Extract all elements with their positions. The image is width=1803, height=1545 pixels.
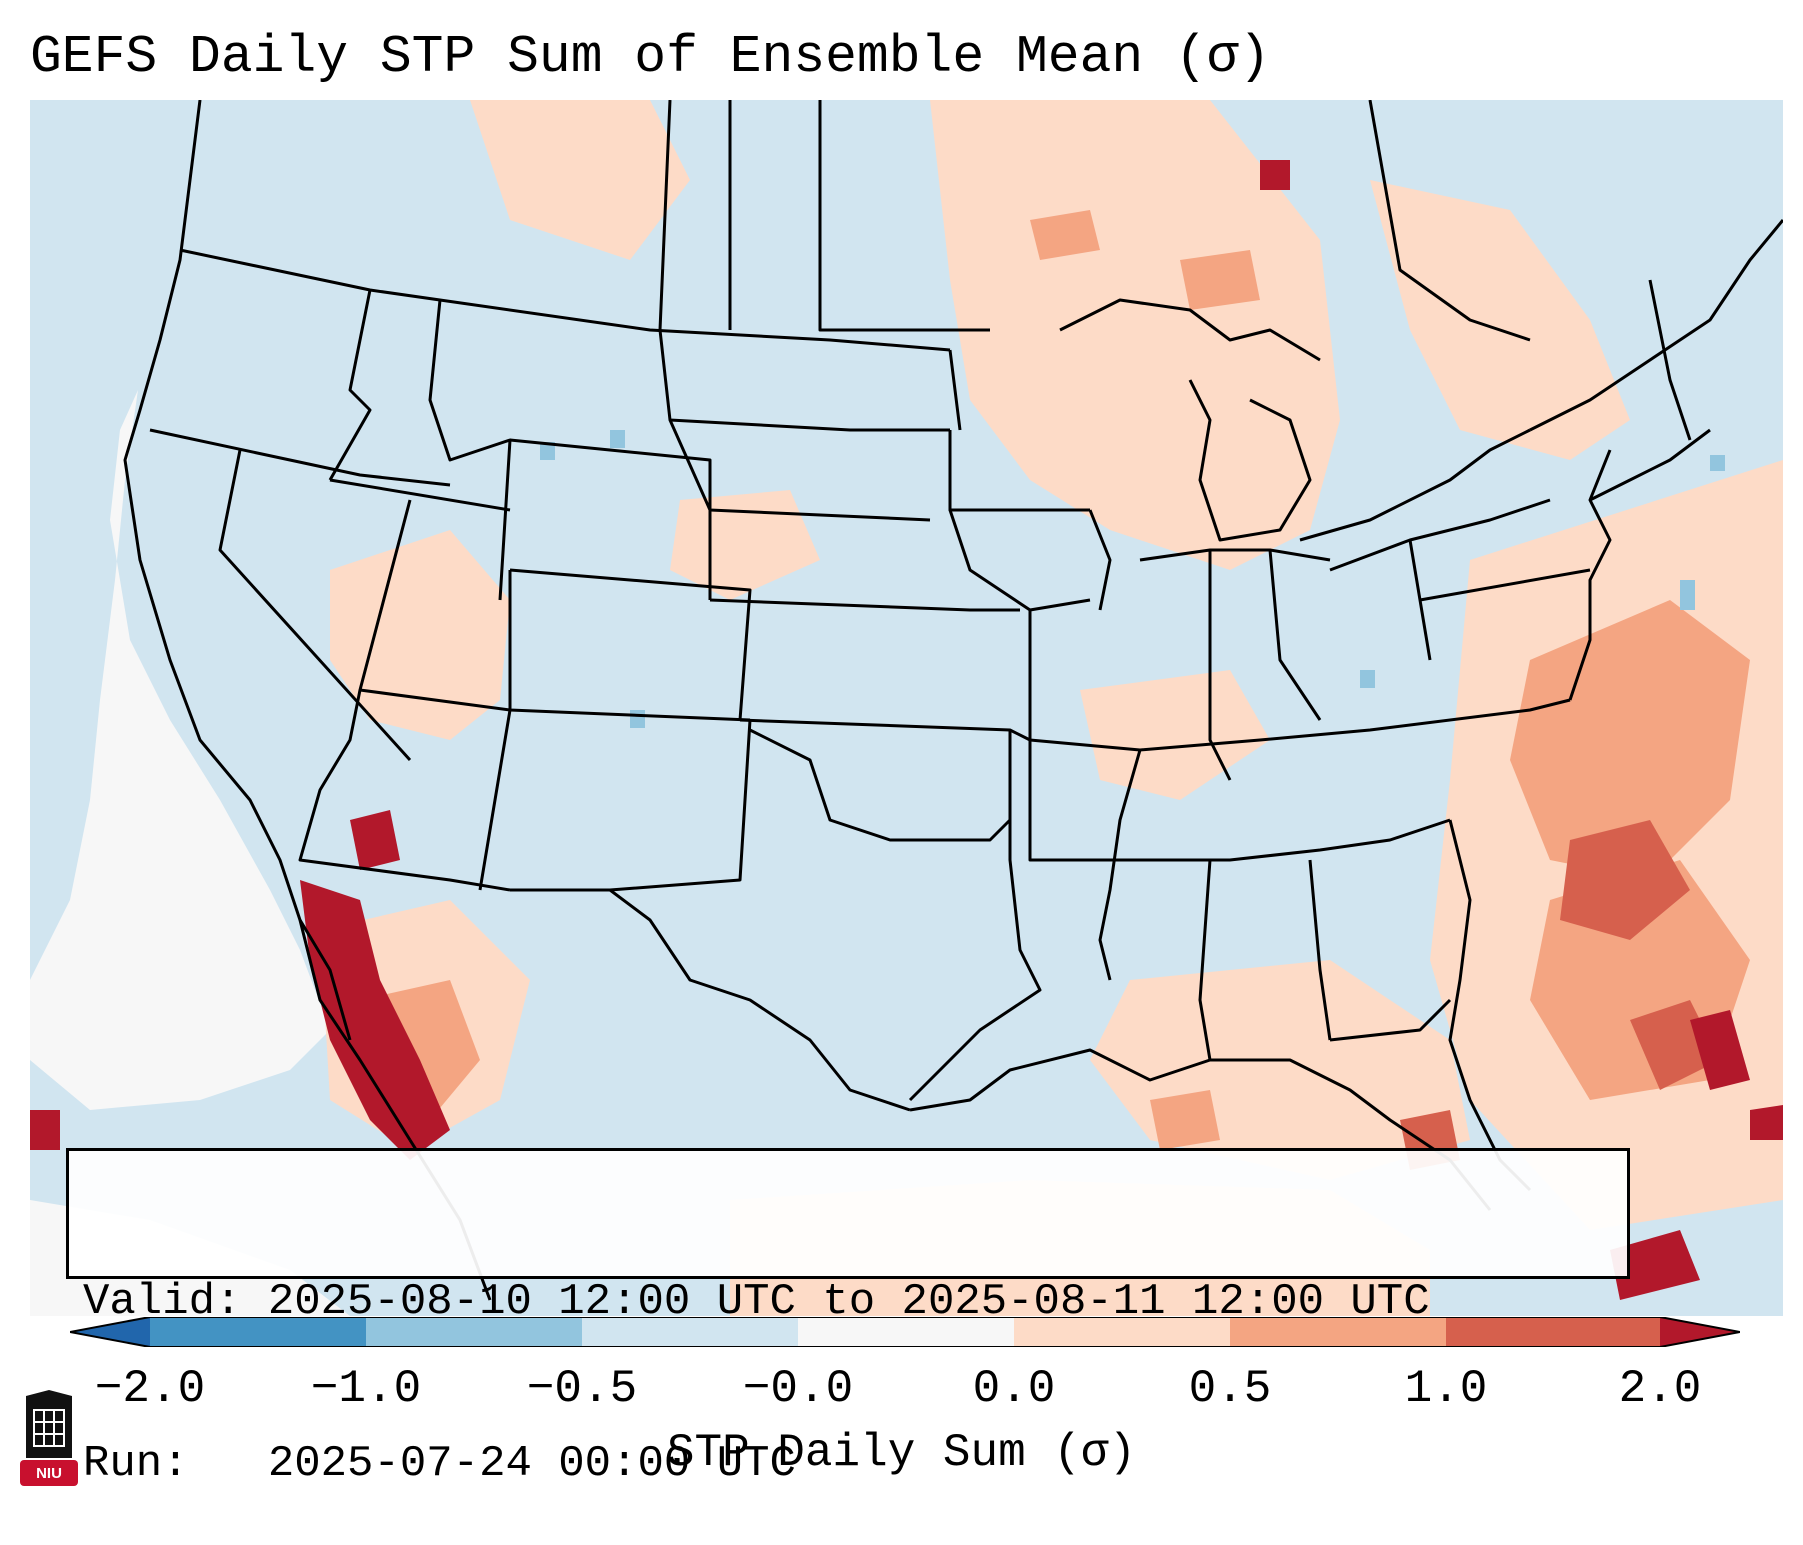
colorbar-bin-1 (150, 1317, 366, 1347)
map-panel[interactable] (30, 100, 1783, 1316)
colorbar-bin-7 (1446, 1317, 1660, 1347)
map-canvas[interactable] (30, 100, 1783, 1316)
extreme-positive-anomalies (30, 160, 1783, 1300)
niu-logo-icon: NIU (20, 1388, 78, 1486)
colorbar-tick-label: −0.0 (742, 1363, 854, 1415)
colorbar-tick-label: 0.0 (972, 1363, 1056, 1415)
colorbar-bin-5 (1014, 1317, 1230, 1347)
colorbar-bin-2 (366, 1317, 582, 1347)
colorbar (69, 1316, 1741, 1348)
page-title: GEFS Daily STP Sum of Ensemble Mean (σ) (30, 27, 1271, 87)
colorbar-tick-label: 1.0 (1404, 1363, 1488, 1415)
weak-negative-anomalies (540, 430, 1725, 728)
colorbar-tick-label: −1.0 (310, 1363, 422, 1415)
colorbar-tick-label: −2.0 (94, 1363, 206, 1415)
colorbar-bin-6 (1230, 1317, 1446, 1347)
logo-text: NIU (36, 1465, 62, 1482)
colorbar-graphic (69, 1316, 1741, 1348)
colorbar-bin-4 (798, 1317, 1014, 1347)
colorbar-extend-high (1660, 1317, 1740, 1347)
colorbar-tick-label: 0.5 (1188, 1363, 1272, 1415)
run-time-text: Run: 2025-07-24 00:00 UTC (83, 1439, 796, 1489)
niu-logo-graphic (20, 1390, 78, 1486)
colorbar-tick-label: −0.5 (526, 1363, 638, 1415)
colorbar-tick-label: 2.0 (1618, 1363, 1702, 1415)
state-boundaries (123, 100, 1783, 1301)
colorbar-bin-3 (582, 1317, 798, 1347)
valid-run-info-box: Valid: 2025-08-10 12:00 UTC to 2025-08-1… (66, 1148, 1630, 1489)
colorbar-label: STP Daily Sum (σ) (666, 1427, 1137, 1479)
colorbar-extend-low (70, 1317, 150, 1347)
